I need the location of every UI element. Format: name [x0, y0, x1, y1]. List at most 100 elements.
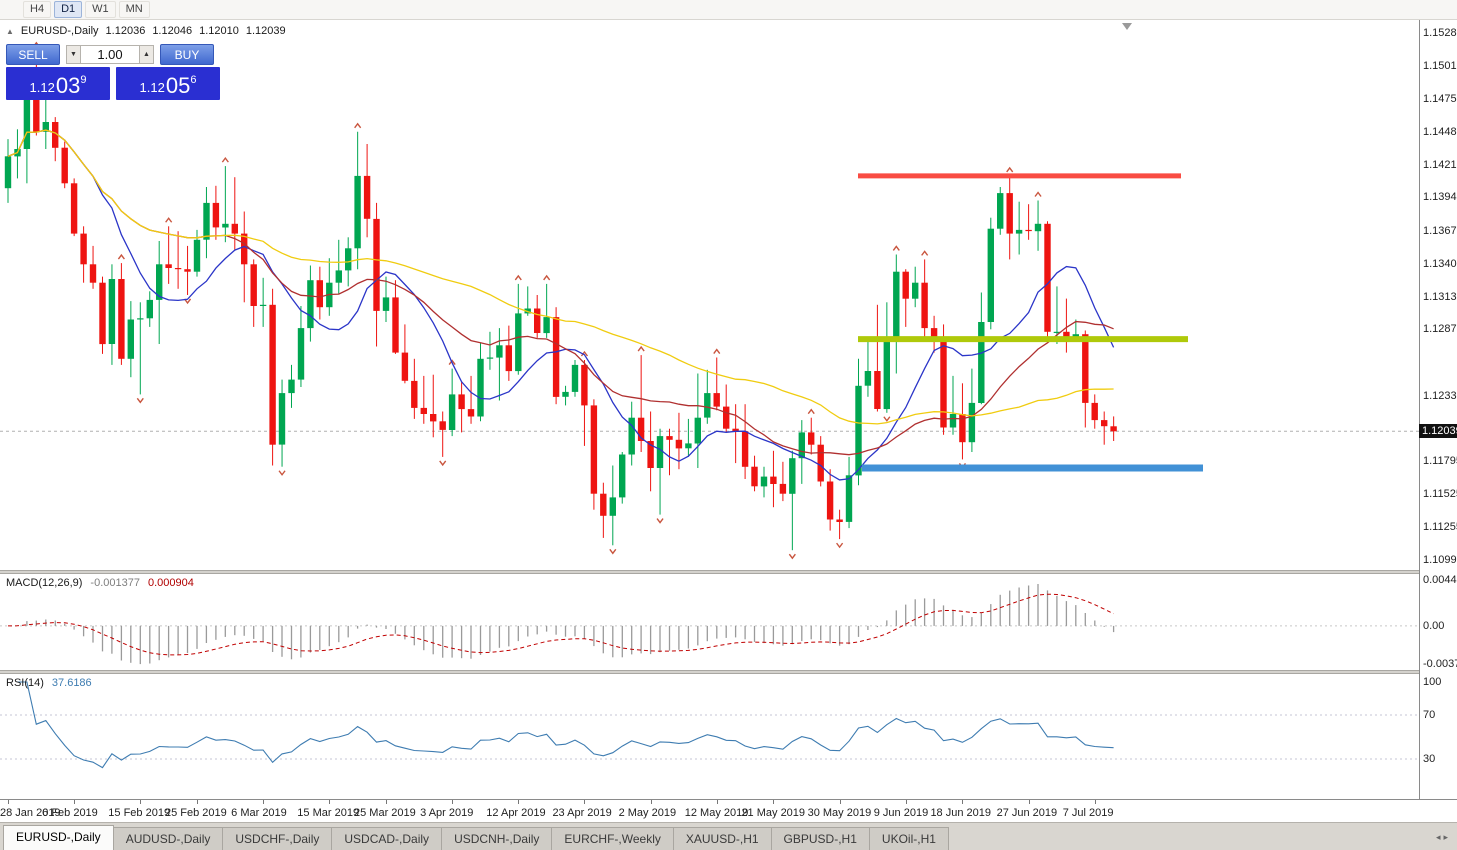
axis-label: 0.004465	[1423, 574, 1457, 586]
chart-tab-usdcad-daily[interactable]: USDCAD-,Daily	[331, 827, 443, 850]
chart-tab-usdcnh-daily[interactable]: USDCNH-,Daily	[441, 827, 553, 850]
axis-label: 1.13405	[1423, 257, 1457, 270]
buy-price-pipette: 6	[190, 74, 197, 86]
chart-tab-gbpusd-h1[interactable]: GBPUSD-,H1	[770, 827, 870, 850]
chart-tab-eurchf-weekly[interactable]: EURCHF-,Weekly	[551, 827, 674, 850]
macd-indicator-label: MACD(12,26,9) -0.001377 0.000904	[6, 577, 194, 589]
timeframe-button-d1[interactable]: D1	[54, 1, 83, 18]
date-label: 30 May 2019	[807, 807, 872, 819]
panel-splitter[interactable]	[0, 570, 1457, 574]
date-label: 21 May 2019	[741, 807, 806, 819]
macd-chart-canvas[interactable]	[0, 574, 1419, 670]
date-label: 12 May 2019	[684, 807, 749, 819]
moving-average-line	[7, 129, 1114, 425]
timeframe-button-mn[interactable]: MN	[118, 1, 150, 18]
volume-increase-button[interactable]: ▲	[139, 45, 154, 64]
buy-price-prefix: 1.12	[139, 80, 165, 95]
rsi-line	[17, 681, 1114, 769]
chart-tab-audusd-daily[interactable]: AUDUSD-,Daily	[112, 827, 224, 850]
volume-decrease-button[interactable]: ▼	[66, 45, 81, 64]
current-price-tag: 1.12039	[1419, 424, 1457, 439]
sell-price-display[interactable]: 1.12 03 9	[6, 67, 110, 100]
date-label: 15 Mar 2019	[297, 807, 360, 819]
date-tick	[74, 800, 76, 804]
axis-label: 1.14480	[1423, 125, 1457, 138]
axis-label: 70	[1423, 709, 1436, 721]
date-tick	[8, 800, 9, 804]
axis-label: 1.11255	[1423, 521, 1457, 534]
macd-name: MACD(12,26,9)	[6, 577, 83, 589]
axis-label: 1.11525	[1423, 488, 1457, 501]
chart-frame-line	[0, 799, 1457, 800]
sell-price-main: 03	[55, 73, 81, 98]
date-tick	[584, 800, 586, 804]
tab-scroll-arrows[interactable]: ◂▸	[1435, 832, 1451, 842]
axis-label: 1.12870	[1423, 323, 1457, 336]
rsi-name: RSI(14)	[6, 677, 44, 689]
buy-price-main: 05	[165, 73, 191, 98]
rsi-chart-canvas[interactable]	[0, 674, 1419, 798]
buy-price-display[interactable]: 1.12 05 6	[116, 67, 220, 100]
date-label: 6 Feb 2019	[42, 807, 98, 819]
ohlc-high: 1.12046	[152, 25, 193, 37]
axis-label: 1.13675	[1423, 224, 1457, 237]
sell-button[interactable]: SELL	[6, 44, 60, 65]
sell-price-pipette: 9	[80, 74, 87, 86]
rsi-indicator-label: RSI(14) 37.6186	[6, 677, 92, 689]
sell-price-prefix: 1.12	[29, 80, 55, 95]
date-label: 7 Jul 2019	[1062, 807, 1114, 819]
date-label: 25 Feb 2019	[165, 807, 227, 819]
chart-shift-marker[interactable]	[1122, 23, 1132, 30]
date-tick	[716, 800, 718, 804]
time-axis[interactable]: 28 Jan 2019 6 Feb 2019 15 Feb 2019 25 Feb 2…	[0, 800, 1457, 822]
axis-label: 1.14210	[1423, 158, 1457, 171]
chart-tab-bar: EURUSD-,Daily AUDUSD-,Daily USDCHF-,Daily U…	[0, 822, 1457, 850]
date-label: 18 Jun 2019	[930, 807, 991, 819]
moving-average-line	[7, 129, 1115, 481]
date-tick	[518, 800, 520, 804]
chart-tab-usdchf-daily[interactable]: USDCHF-,Daily	[222, 827, 333, 850]
date-tick	[197, 800, 198, 804]
axis-label: 100	[1423, 676, 1442, 688]
date-label: 27 Jun 2019	[996, 807, 1058, 819]
axis-label: 1.14750	[1423, 92, 1457, 105]
ohlc-close: 1.12039	[245, 25, 286, 37]
price-chart-canvas[interactable]	[0, 20, 1419, 570]
panel-splitter[interactable]	[0, 670, 1457, 674]
rsi-value: 37.6186	[51, 677, 92, 689]
axis-label: 1.13135	[1423, 290, 1457, 303]
volume-input[interactable]	[81, 45, 139, 64]
chart-tab-xauusd-h1[interactable]: XAUUSD-,H1	[672, 827, 772, 850]
date-tick	[962, 800, 964, 804]
date-tick	[140, 800, 142, 804]
date-label: 3 Apr 2019	[420, 807, 474, 819]
axis-label: 1.15015	[1423, 60, 1457, 73]
axis-label: 1.12330	[1423, 389, 1457, 402]
axis-label: 30	[1423, 753, 1436, 765]
chart-ohlc-header: ▲ EURUSD-,Daily 1.12036 1.12046 1.12010 …	[6, 25, 286, 37]
oneclick-collapse-icon[interactable]: ▲	[6, 26, 14, 36]
chart-tab-ukoil-h1[interactable]: UKOil-,H1	[868, 827, 949, 850]
date-tick	[329, 800, 331, 804]
timeframe-toolbar: H4 D1 W1 MN	[0, 0, 1457, 20]
chart-tab-eurusd-daily[interactable]: EURUSD-,Daily	[3, 825, 114, 850]
date-label: 15 Feb 2019	[108, 807, 171, 819]
axis-label: -0.003715	[1423, 658, 1457, 670]
date-tick	[386, 800, 387, 804]
date-label: 25 Mar 2019	[354, 807, 416, 819]
date-label: 9 Jun 2019	[873, 807, 929, 819]
macd-signal-line	[7, 593, 1114, 656]
macd-signal-value: 0.000904	[147, 577, 194, 589]
timeframe-button-w1[interactable]: W1	[85, 1, 116, 18]
date-tick	[839, 800, 841, 804]
buy-button[interactable]: BUY	[160, 44, 214, 65]
date-tick	[773, 800, 775, 804]
price-axis[interactable]: 1.15285 1.15015 1.14750 1.14480 1.14210 1.139…	[1419, 20, 1457, 800]
macd-main-value: -0.001377	[90, 577, 140, 589]
timeframe-button-h4[interactable]: H4	[23, 1, 52, 18]
chart-symbol-label: EURUSD-,Daily	[20, 25, 99, 37]
candles	[4, 50, 1117, 551]
